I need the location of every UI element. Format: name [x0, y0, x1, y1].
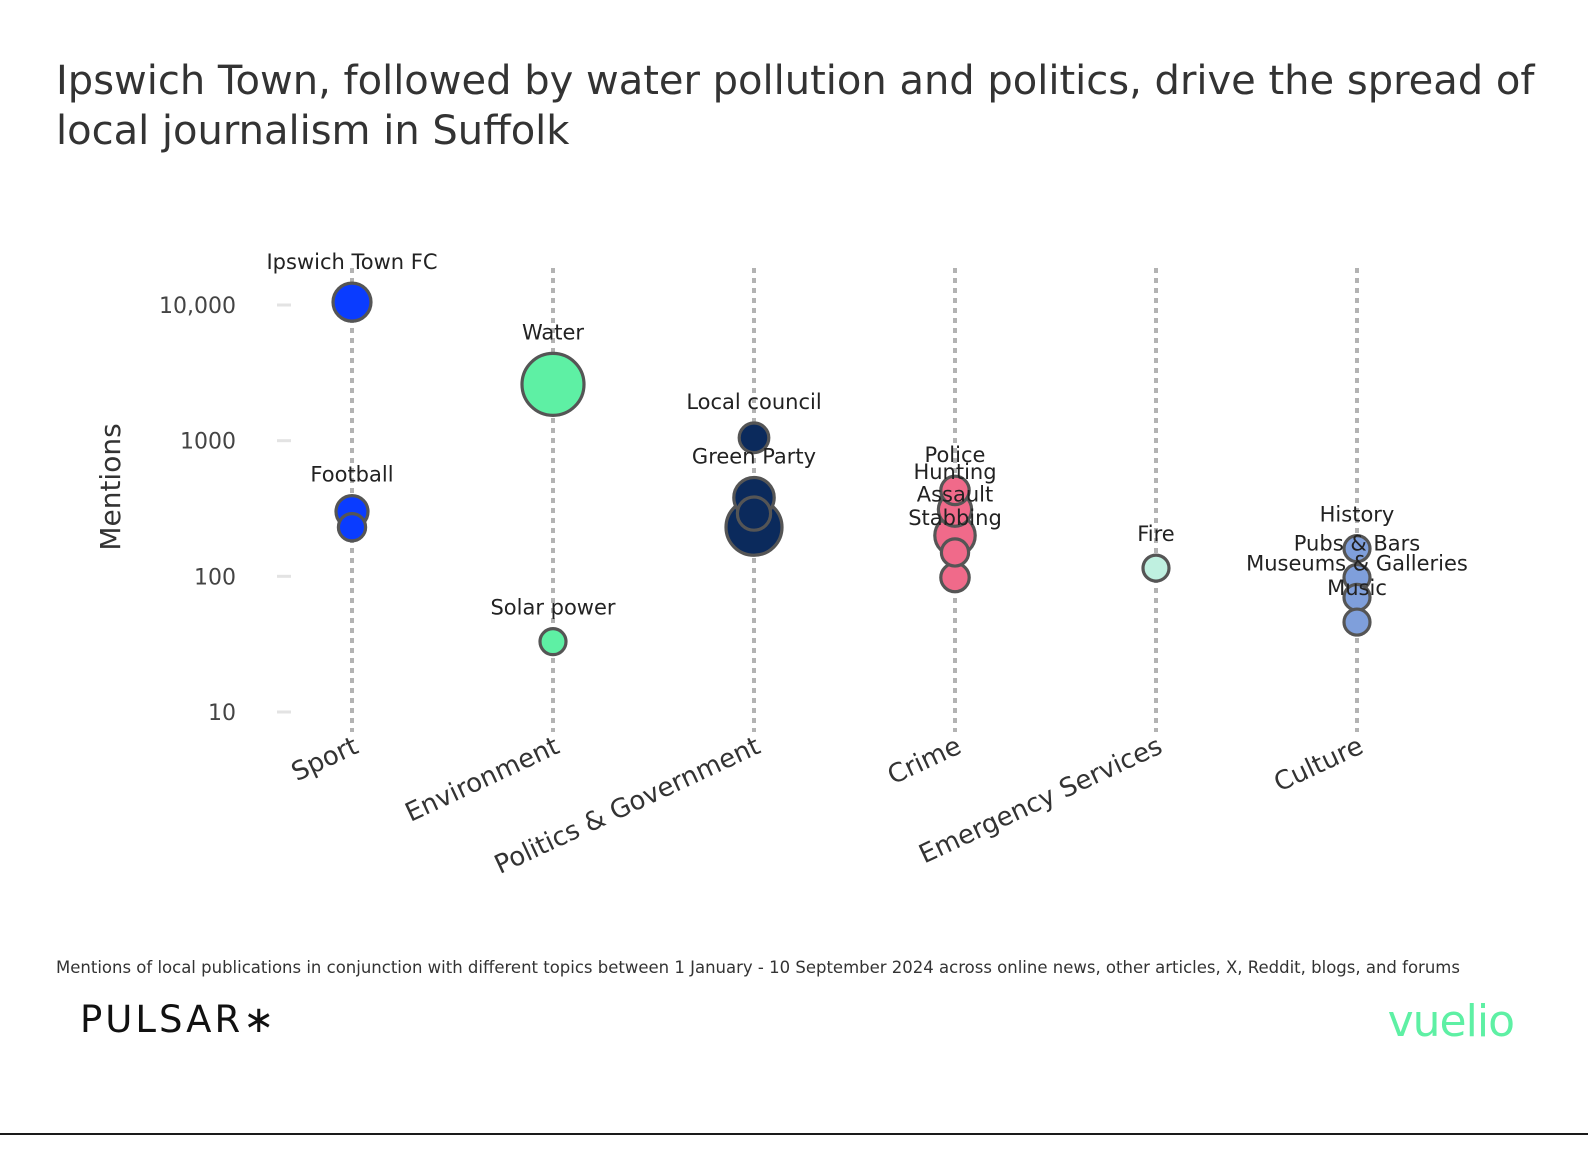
point-label: History [1320, 503, 1395, 527]
data-point [1342, 534, 1372, 564]
point-label: Museums & Galleries [1246, 551, 1468, 575]
chart-title: Ipswich Town, followed by water pollutio… [56, 58, 1535, 154]
pulsar-logo: PULSAR∗ [80, 998, 278, 1041]
x-tick-label: Sport [287, 731, 363, 788]
data-point [336, 512, 368, 543]
data-point [939, 537, 971, 568]
point-label: Solar power [490, 596, 615, 620]
data-points [331, 281, 1372, 657]
data-point [1342, 607, 1372, 637]
data-point [538, 627, 568, 657]
point-label: Hunting [913, 460, 996, 484]
point-label: Local council [686, 390, 821, 414]
vuelio-logo: vuelio [1387, 996, 1515, 1047]
x-tick-label: Crime [883, 731, 966, 791]
point-label: Football [310, 463, 393, 487]
data-point [735, 495, 773, 532]
point-label: Police [925, 443, 986, 467]
point-label: Assault [917, 482, 994, 506]
y-tick-label: 100 [194, 565, 236, 590]
point-label: Water [522, 320, 584, 344]
y-tick-label: 10 [208, 701, 236, 726]
data-point [331, 281, 373, 323]
point-label: Music [1327, 576, 1387, 600]
data-point [939, 474, 971, 507]
bottom-divider [0, 1133, 1588, 1135]
data-point [1141, 553, 1171, 583]
x-tick-label: Environment [401, 731, 564, 828]
point-label: Pubs & Bars [1294, 532, 1420, 556]
data-point [737, 421, 771, 455]
y-tick-label: 10,000 [159, 294, 236, 319]
y-axis-label: Mentions [94, 423, 127, 550]
footnote: Mentions of local publications in conjun… [56, 958, 1460, 977]
point-label: Stabbing [908, 506, 1002, 530]
point-label: Green Party [692, 444, 816, 468]
data-point [520, 351, 586, 417]
point-labels: Ipswich Town FC Football Water Solar power L… [266, 250, 1467, 620]
category-guide-lines [350, 268, 1359, 732]
point-label: Ipswich Town FC [266, 250, 437, 274]
y-tick-label: 1000 [180, 430, 236, 455]
point-label: Fire [1137, 522, 1174, 546]
x-tick-label: Culture [1269, 731, 1367, 798]
